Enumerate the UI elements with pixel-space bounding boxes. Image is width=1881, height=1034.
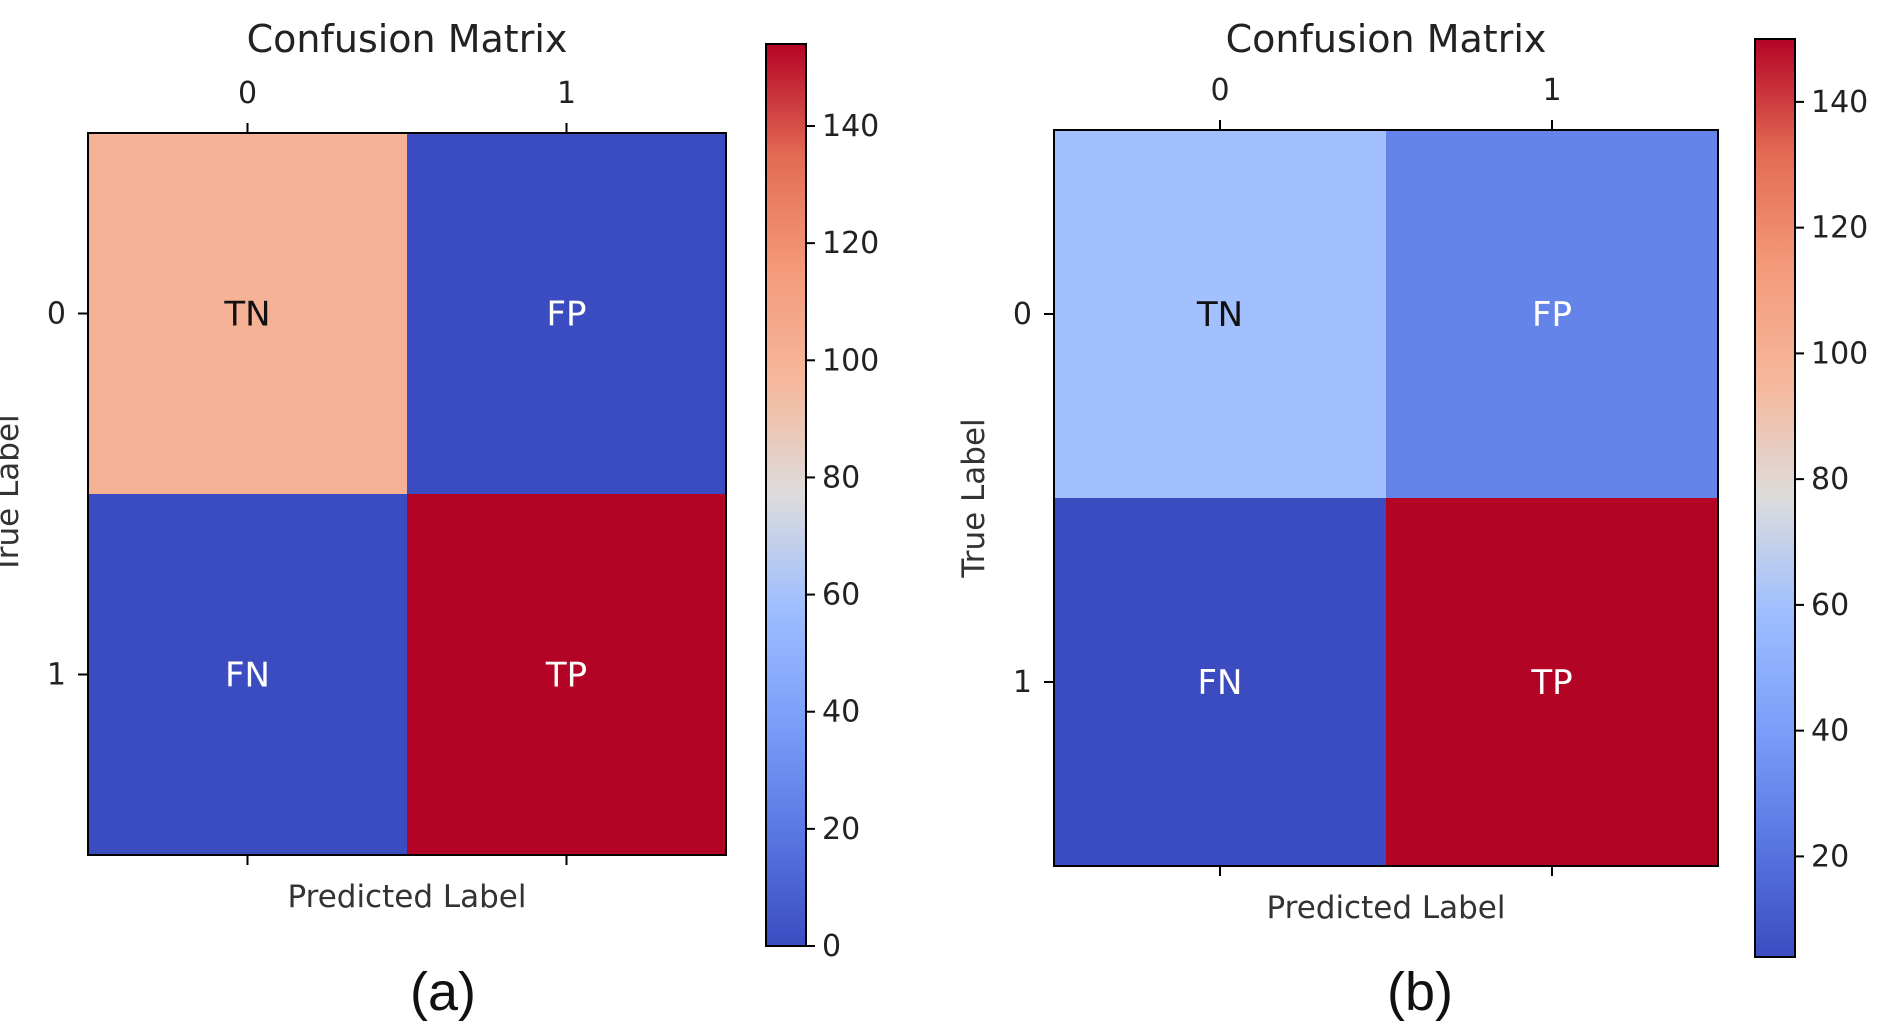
cell-label: FP (546, 295, 586, 335)
matrix-cell (88, 494, 407, 855)
colorbar-tick-label: 120 (822, 226, 879, 261)
matrix-cell (407, 494, 726, 855)
colorbar-tick-label: 20 (822, 812, 860, 847)
x-tick-label: 0 (1210, 73, 1229, 108)
matrix-cell (88, 133, 407, 494)
cell-label: FP (1532, 295, 1572, 335)
colorbar (765, 43, 807, 947)
chart-title: Confusion Matrix (1226, 17, 1547, 61)
matrix-cell (1386, 498, 1718, 866)
matrix-cell (1054, 130, 1386, 498)
cell-label: TP (1530, 663, 1572, 703)
colorbar-tick-label: 140 (822, 109, 879, 144)
colorbar (1754, 38, 1796, 958)
y-axis-label: True Label (956, 418, 992, 578)
x-tick-label: 1 (557, 76, 576, 111)
confusion-matrix-panel-a: Confusion Matrix TN FP FN TP 0 1 0 1 Predicted La… (0, 17, 879, 1022)
y-tick-label: 1 (47, 658, 66, 693)
cell-label: TN (1196, 295, 1243, 335)
panel-caption: (a) (410, 962, 476, 1022)
colorbar-tick-label: 40 (1811, 714, 1849, 749)
panel-caption: (b) (1387, 962, 1453, 1022)
matrix-cell (407, 133, 726, 494)
colorbar-tick-label: 40 (822, 695, 860, 730)
x-tick-label: 1 (1542, 73, 1561, 108)
colorbar-tick-label: 80 (822, 460, 860, 495)
colorbar-tick-label: 140 (1811, 85, 1868, 120)
x-axis-label: Predicted Label (1266, 890, 1505, 926)
y-tick-label: 0 (47, 297, 66, 332)
y-tick-label: 0 (1013, 297, 1032, 332)
cell-label: FN (1198, 663, 1243, 703)
x-tick-label: 0 (238, 76, 257, 111)
chart-title: Confusion Matrix (247, 17, 568, 61)
y-axis-label: True Label (0, 414, 26, 574)
y-tick-label: 1 (1013, 665, 1032, 700)
colorbar-tick-label: 80 (1811, 462, 1849, 497)
cell-label: TP (545, 656, 587, 696)
matrix-frame (87, 132, 727, 856)
colorbar-tick-label: 60 (1811, 588, 1849, 623)
colorbar-tick-label: 60 (822, 578, 860, 613)
matrix-cell (1054, 498, 1386, 866)
colorbar-tick-label: 0 (822, 929, 841, 964)
matrix-frame (1053, 129, 1719, 867)
colorbar-tick-label: 20 (1811, 839, 1849, 874)
cell-label: FN (225, 656, 270, 696)
colorbar-tick-label: 100 (822, 343, 879, 378)
colorbar-tick-label: 120 (1811, 211, 1868, 246)
confusion-matrix-panel-b: Confusion Matrix TN FP FN TP 0 1 0 1 Predicted La… (956, 17, 1868, 1022)
x-axis-label: Predicted Label (287, 879, 526, 915)
colorbar-tick-label: 100 (1811, 336, 1868, 371)
cell-label: TN (223, 295, 270, 335)
matrix-cell (1386, 130, 1718, 498)
